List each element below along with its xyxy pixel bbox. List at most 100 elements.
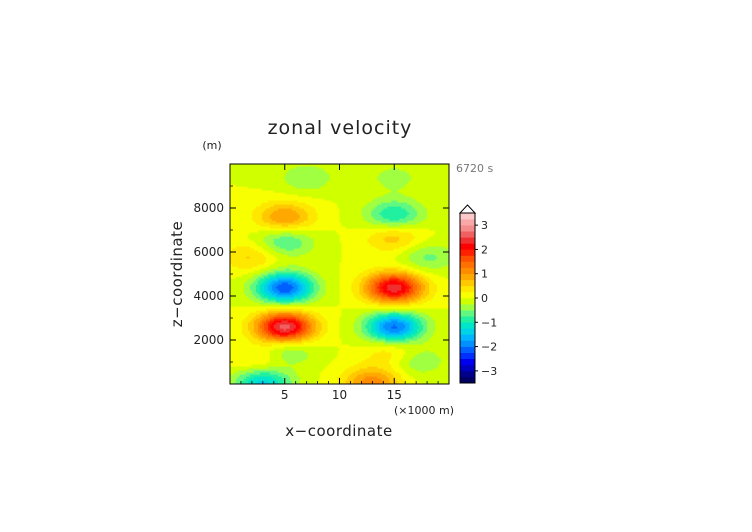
field-cell [331, 380, 335, 383]
field-cell [401, 368, 404, 371]
field-cell [445, 366, 448, 369]
field-cell [267, 382, 271, 384]
field-cell [317, 356, 321, 359]
field-cell [439, 356, 442, 359]
field-cell [317, 374, 321, 377]
field-cell [363, 382, 366, 384]
field-cell [233, 374, 237, 377]
field-cell [257, 352, 261, 355]
field-cell [365, 362, 368, 365]
field-cell [339, 376, 343, 379]
field-cell [423, 360, 426, 363]
field-cell [261, 356, 265, 359]
field-cell [315, 370, 319, 373]
field-cell [419, 382, 422, 384]
field-cell [429, 354, 432, 357]
field-cell [267, 356, 271, 359]
field-cell [405, 354, 408, 357]
field-cell [345, 358, 349, 361]
field-cell [317, 378, 321, 381]
field-cell [273, 356, 277, 359]
field-cell [413, 364, 416, 367]
field-cell [443, 354, 446, 357]
field-cell [315, 368, 319, 371]
field-cell [337, 368, 341, 371]
field-cell [381, 372, 384, 375]
field-cell [397, 372, 400, 375]
field-cell [439, 366, 442, 369]
field-cell [251, 354, 255, 357]
field-cell [303, 380, 307, 383]
field-cell [233, 378, 237, 381]
field-cell [333, 364, 337, 367]
field-cell [437, 368, 440, 371]
field-cell [245, 368, 249, 371]
field-cell [337, 364, 341, 367]
field-cell [399, 358, 402, 361]
field-cell [427, 372, 430, 375]
field-cell [385, 368, 388, 371]
field-cell [385, 382, 388, 384]
field-cell [357, 370, 361, 373]
field-cell [405, 368, 408, 371]
field-cell [391, 360, 394, 363]
field-cell [291, 370, 295, 373]
field-cell [255, 382, 259, 384]
field-cell [247, 366, 251, 369]
field-cell [445, 368, 448, 371]
field-cell [367, 356, 370, 359]
field-cell [239, 356, 243, 359]
field-cell [355, 368, 359, 371]
field-cell [311, 356, 315, 359]
field-cell [405, 382, 408, 384]
field-cell [245, 358, 249, 361]
field-cell [367, 378, 370, 381]
field-cell [405, 358, 408, 361]
field-cell [397, 376, 400, 379]
field-cell [313, 372, 317, 375]
field-cell [275, 354, 279, 357]
field-cell [435, 370, 438, 373]
field-cell [249, 356, 253, 359]
field-cell [305, 362, 309, 365]
field-cell [409, 376, 412, 379]
field-cell [325, 354, 329, 357]
field-cell [335, 378, 339, 381]
field-cell [357, 360, 361, 363]
field-cell [273, 352, 277, 355]
field-cell [435, 360, 438, 363]
field-cell [255, 356, 259, 359]
field-cell [353, 364, 357, 367]
field-cell [361, 362, 364, 365]
field-cell [337, 370, 341, 373]
field-cell [253, 368, 257, 371]
field-cell [335, 366, 339, 369]
field-cell [351, 364, 355, 367]
field-cell [373, 376, 376, 379]
field-cell [237, 376, 241, 379]
field-cell [269, 374, 273, 377]
field-cell [311, 364, 315, 367]
field-cell [253, 362, 257, 365]
field-cell [245, 376, 249, 379]
field-cell [391, 374, 394, 377]
field-cell [431, 360, 434, 363]
field-cell [421, 380, 424, 383]
field-cell [395, 378, 398, 381]
field-cell [269, 364, 273, 367]
field-cell [391, 362, 394, 365]
field-cell [359, 382, 362, 384]
field-cell [319, 376, 323, 379]
field-cell [375, 366, 378, 369]
field-cell [339, 374, 343, 377]
field-cell [317, 360, 321, 363]
field-cell [293, 366, 297, 369]
field-cell [293, 376, 297, 379]
field-cell [327, 360, 331, 363]
field-cell [413, 356, 416, 359]
field-cell [385, 366, 388, 369]
field-cell [363, 376, 366, 379]
field-cell [435, 378, 438, 381]
field-cell [359, 380, 362, 383]
field-cell [447, 378, 449, 381]
